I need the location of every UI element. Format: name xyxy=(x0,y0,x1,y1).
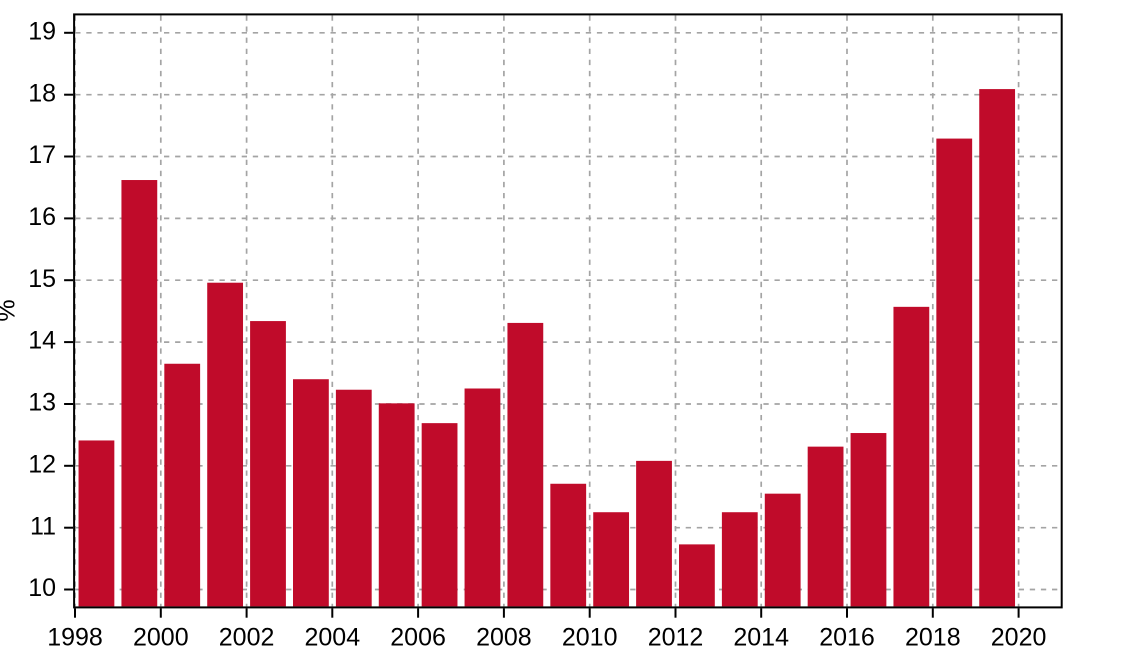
svg-text:2002: 2002 xyxy=(219,624,275,652)
svg-text:2010: 2010 xyxy=(562,624,618,652)
svg-text:2014: 2014 xyxy=(733,624,789,652)
svg-text:2006: 2006 xyxy=(390,624,446,652)
svg-text:15: 15 xyxy=(28,265,56,293)
svg-text:2008: 2008 xyxy=(476,624,532,652)
svg-text:18: 18 xyxy=(28,79,56,107)
svg-text:13: 13 xyxy=(28,389,56,417)
svg-text:14: 14 xyxy=(28,327,56,355)
svg-text:11: 11 xyxy=(30,512,56,540)
svg-text:2012: 2012 xyxy=(648,624,704,652)
svg-text:17: 17 xyxy=(28,141,56,169)
svg-text:2018: 2018 xyxy=(905,624,961,652)
svg-text:%: % xyxy=(0,299,21,321)
svg-text:12: 12 xyxy=(28,450,56,478)
svg-text:16: 16 xyxy=(28,203,56,231)
svg-text:2020: 2020 xyxy=(991,624,1047,652)
svg-text:2016: 2016 xyxy=(819,624,875,652)
svg-text:19: 19 xyxy=(28,17,56,45)
svg-text:1998: 1998 xyxy=(47,624,103,652)
svg-text:2000: 2000 xyxy=(133,624,189,652)
svg-text:10: 10 xyxy=(28,574,56,602)
svg-text:2004: 2004 xyxy=(304,624,360,652)
